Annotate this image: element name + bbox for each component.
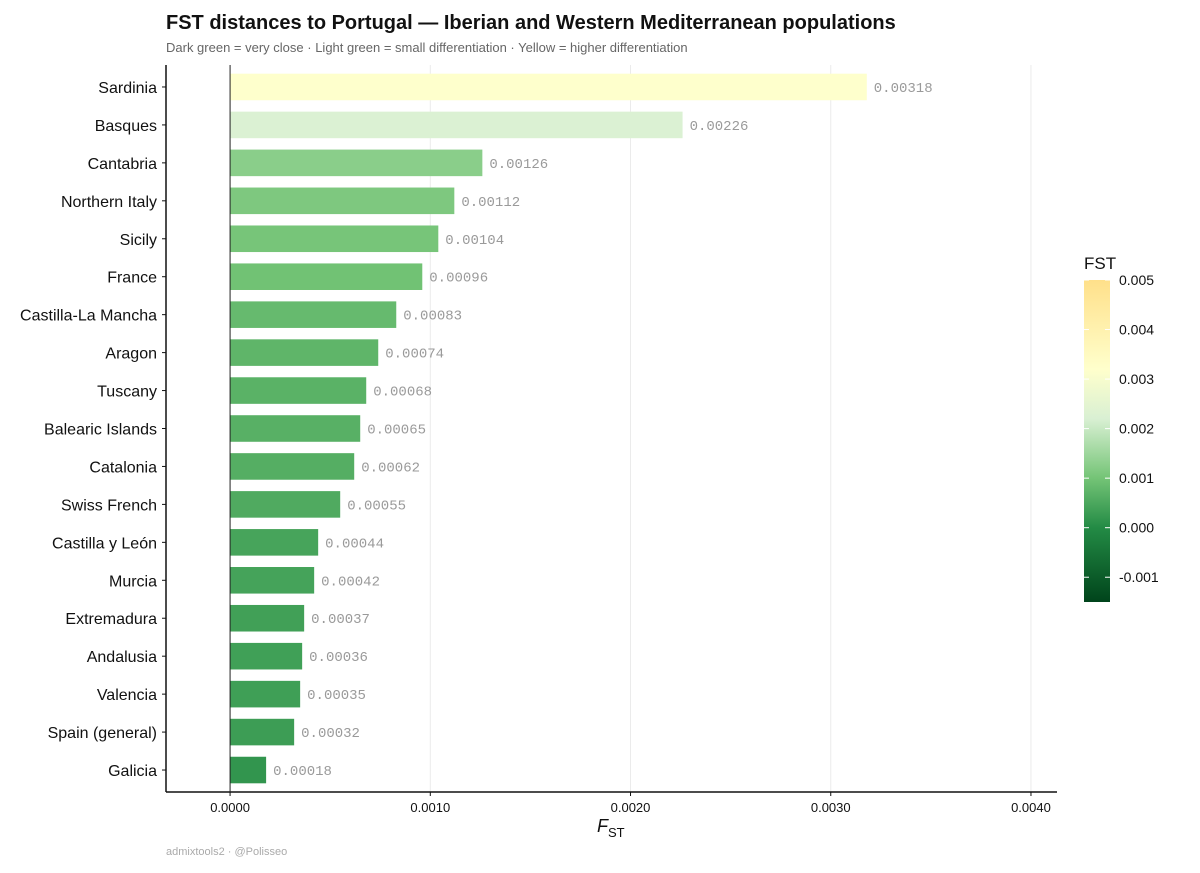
bar-value-label: 0.00044 <box>325 536 384 552</box>
category-labels: Sardinia Basques Cantabria Northern Italy Si… <box>20 80 157 780</box>
bar <box>230 453 355 480</box>
category-label: Aragon <box>105 346 157 363</box>
category-label: Balearic Islands <box>44 422 157 439</box>
x-tick-label: 0.0030 <box>811 800 851 815</box>
bar-value-label: 0.00096 <box>429 271 488 287</box>
bar <box>230 377 367 404</box>
bar <box>230 642 303 670</box>
chart-title: FST distances to Portugal — Iberian and … <box>166 12 896 34</box>
bar-value-label: 0.00062 <box>361 460 420 476</box>
category-label: Murcia <box>109 573 157 590</box>
bar <box>230 756 267 784</box>
bar <box>230 263 423 290</box>
bar <box>230 415 361 442</box>
category-label: Northern Italy <box>61 194 157 211</box>
x-tick-label: 0.0010 <box>410 800 450 815</box>
bar <box>230 301 397 328</box>
color-legend: FST 0.005 0.004 0.003 0.002 0.001 0.000 -0.001 <box>1084 254 1159 602</box>
legend-tick-label: -0.001 <box>1119 569 1159 585</box>
value-labels: 0.00318 0.00226 0.00126 0.00112 0.00104 0.000… <box>273 81 932 780</box>
chart-subtitle: Dark green = very close · Light green = … <box>166 40 688 55</box>
bar-value-label: 0.00112 <box>461 195 520 211</box>
bar <box>230 491 341 518</box>
bar-value-label: 0.00042 <box>321 574 380 590</box>
legend-ticks: 0.005 0.004 0.003 0.002 0.001 0.000 -0.001 <box>1084 272 1159 585</box>
bar <box>230 339 379 366</box>
bar <box>230 680 301 708</box>
legend-tick-label: 0.000 <box>1119 520 1154 536</box>
bar-value-label: 0.00037 <box>311 612 370 628</box>
x-tick-labels: 0.0000 0.0010 0.0020 0.0030 0.0040 <box>210 792 1051 815</box>
category-label: Castilla-La Mancha <box>20 308 157 325</box>
category-label: Galicia <box>108 763 157 780</box>
bar <box>230 111 683 139</box>
bar-value-label: 0.00065 <box>367 423 426 439</box>
bar <box>230 718 295 746</box>
bar-value-label: 0.00068 <box>373 385 432 401</box>
bar <box>230 567 315 594</box>
x-axis-title-main: F <box>597 816 609 836</box>
x-axis-title-sub: ST <box>608 825 625 840</box>
category-label: Basques <box>95 118 157 135</box>
x-tick-label: 0.0020 <box>611 800 651 815</box>
category-label: Valencia <box>97 687 157 704</box>
category-label: Extremadura <box>65 611 157 628</box>
bar <box>230 529 319 556</box>
bar <box>230 73 867 101</box>
category-label: Andalusia <box>87 649 157 666</box>
legend-tick-label: 0.005 <box>1119 272 1154 288</box>
bar-value-label: 0.00104 <box>445 233 504 249</box>
x-axis-title: FST <box>597 816 625 840</box>
legend-tick-label: 0.002 <box>1119 421 1154 437</box>
bar <box>230 225 439 253</box>
category-label: Swiss French <box>61 497 157 514</box>
category-label: Castilla y León <box>52 535 157 552</box>
x-tick-label: 0.0000 <box>210 800 250 815</box>
bar-value-label: 0.00074 <box>385 347 444 363</box>
bar-value-label: 0.00018 <box>273 764 332 780</box>
axes <box>162 65 1057 793</box>
bar <box>230 187 455 215</box>
bar-value-label: 0.00126 <box>489 157 548 173</box>
legend-tick-label: 0.003 <box>1119 371 1154 387</box>
category-label: Spain (general) <box>48 725 157 742</box>
gridlines <box>429 65 1032 792</box>
bar-value-label: 0.00226 <box>690 119 749 135</box>
legend-tick-label: 0.004 <box>1119 322 1154 338</box>
legend-title: FST <box>1084 254 1116 273</box>
bar-value-label: 0.00055 <box>347 498 406 514</box>
bar <box>230 149 483 177</box>
bar-value-label: 0.00032 <box>301 726 360 742</box>
bar-value-label: 0.00035 <box>307 688 366 704</box>
chart-caption: admixtools2 · @Polisseo <box>166 846 287 858</box>
legend-colorbar <box>1084 280 1110 602</box>
category-label: France <box>107 270 157 287</box>
x-tick-label: 0.0040 <box>1011 800 1051 815</box>
bar-value-label: 0.00083 <box>403 309 462 325</box>
category-label: Tuscany <box>97 384 157 401</box>
category-label: Catalonia <box>89 459 157 476</box>
category-label: Sicily <box>120 232 157 249</box>
bar-value-label: 0.00036 <box>309 650 368 666</box>
bars <box>230 73 867 784</box>
bar-value-label: 0.00318 <box>874 81 933 97</box>
category-label: Sardinia <box>98 80 157 97</box>
bar <box>230 604 305 632</box>
category-label: Cantabria <box>88 156 157 173</box>
legend-tick-label: 0.001 <box>1119 470 1154 486</box>
